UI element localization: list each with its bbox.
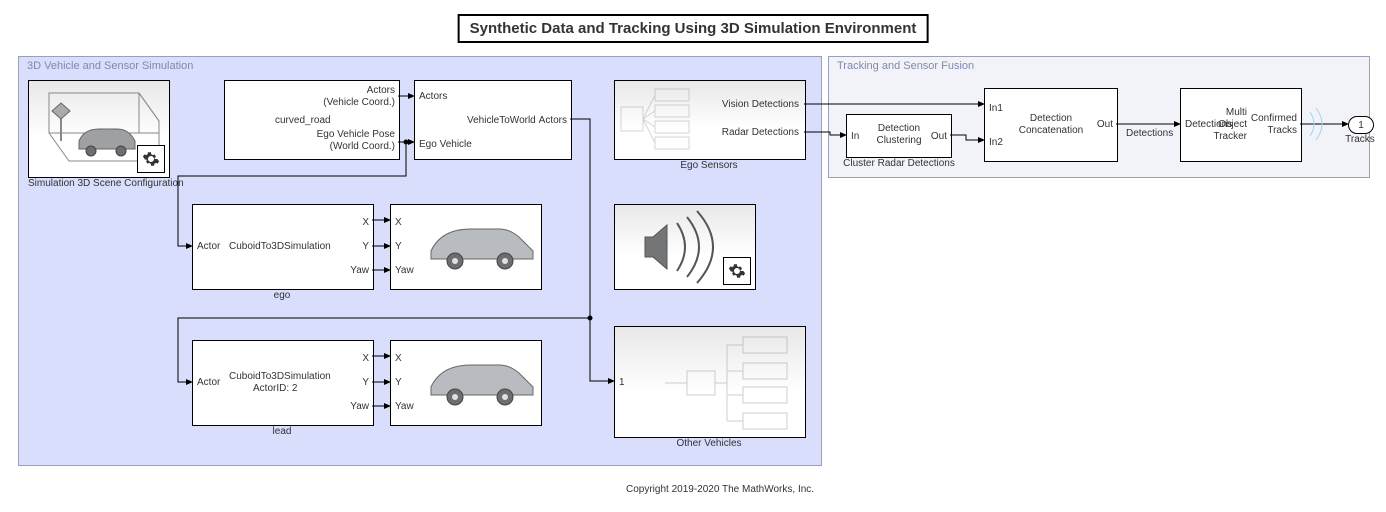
block-lead-cuboid-label: lead: [192, 426, 372, 437]
block-vehicle-to-world[interactable]: Actors VehicleToWorld Ego Vehicle Actors: [414, 80, 572, 160]
outport-tracks[interactable]: 1: [1348, 116, 1374, 134]
diagram-title: Synthetic Data and Tracking Using 3D Sim…: [458, 14, 929, 43]
block-ego-cuboid[interactable]: Actor CuboidTo3DSimulation X Y Yaw: [192, 204, 374, 290]
block-scene-config[interactable]: [28, 80, 170, 178]
block-multi-object-tracker[interactable]: Detections Multi Object Tracker Confirme…: [1180, 88, 1302, 162]
block-ego-car[interactable]: X Y Yaw: [390, 204, 542, 290]
gear-icon: [723, 257, 751, 285]
block-detection-clustering-label: Cluster Radar Detections: [836, 158, 962, 169]
gear-icon: [137, 145, 165, 173]
car-icon: [427, 353, 537, 413]
outport-tracks-label: Tracks: [1342, 134, 1378, 145]
block-ego-sensors-label: Ego Sensors: [614, 160, 804, 171]
block-driving-scenario[interactable]: Actors (Vehicle Coord.) curved_road Ego …: [224, 80, 400, 160]
block-lead-cuboid[interactable]: Actor CuboidTo3DSimulation ActorID: 2 X …: [192, 340, 374, 426]
subsystem-tracking-title: Tracking and Sensor Fusion: [837, 60, 974, 72]
block-radar-config[interactable]: [614, 204, 756, 290]
sensor-tree-icon: [617, 81, 703, 159]
diagram-canvas: Synthetic Data and Tracking Using 3D Sim…: [0, 0, 1386, 512]
tree-icon: [657, 335, 797, 431]
signal-detections-label: Detections: [1126, 128, 1173, 139]
block-lead-car[interactable]: X Y Yaw: [390, 340, 542, 426]
block-ego-sensors[interactable]: Vision Detections Radar Detections: [614, 80, 806, 160]
block-detection-concat[interactable]: In1 In2 Detection Concatenation Out: [984, 88, 1118, 162]
block-other-vehicles-label: Other Vehicles: [614, 438, 804, 449]
subsystem-3d-sim-title: 3D Vehicle and Sensor Simulation: [27, 60, 193, 72]
block-detection-clustering[interactable]: In Detection Clustering Out: [846, 114, 952, 158]
block-ego-cuboid-label: ego: [192, 290, 372, 301]
copyright-text: Copyright 2019-2020 The MathWorks, Inc.: [626, 484, 814, 495]
car-icon: [427, 217, 537, 277]
block-other-vehicles[interactable]: 1: [614, 326, 806, 438]
block-scene-config-label: Simulation 3D Scene Configuration: [28, 178, 168, 189]
